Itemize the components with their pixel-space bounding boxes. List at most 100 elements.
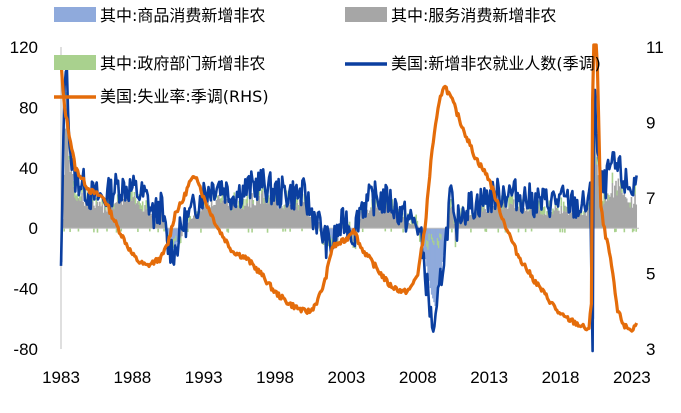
services-bar bbox=[580, 214, 583, 229]
services-bar bbox=[471, 215, 473, 229]
services-bar bbox=[307, 214, 309, 229]
government-bar bbox=[539, 202, 541, 211]
government-bar bbox=[301, 228, 303, 232]
government-bar bbox=[390, 228, 393, 232]
services-bar bbox=[385, 206, 388, 229]
government-bar bbox=[120, 228, 123, 232]
services-bar bbox=[452, 211, 454, 229]
y-left-tick-label: 80 bbox=[19, 98, 38, 117]
government-bar bbox=[283, 204, 285, 210]
services-bar bbox=[566, 207, 569, 229]
government-bar bbox=[145, 200, 148, 210]
goods-bar bbox=[435, 228, 438, 303]
services-bar bbox=[225, 198, 227, 229]
services-bar bbox=[139, 208, 142, 229]
services-bar bbox=[244, 205, 246, 229]
services-bar bbox=[352, 228, 354, 242]
services-bar bbox=[619, 187, 622, 229]
services-bar bbox=[383, 208, 385, 229]
services-bar bbox=[279, 208, 282, 229]
goods-bar bbox=[428, 228, 431, 281]
services-bar bbox=[115, 202, 118, 229]
government-bar bbox=[428, 233, 431, 241]
services-bar bbox=[223, 197, 226, 229]
government-bar bbox=[621, 185, 623, 193]
services-bar bbox=[105, 210, 107, 229]
services-bar bbox=[81, 192, 83, 229]
government-bar bbox=[616, 190, 618, 196]
legend-label: 美国:新增非农就业人数(季调) bbox=[391, 54, 601, 73]
services-bar bbox=[584, 210, 586, 229]
services-bar bbox=[151, 215, 153, 229]
services-bar bbox=[266, 193, 269, 229]
services-bar bbox=[564, 205, 566, 229]
services-bar bbox=[140, 208, 143, 229]
government-bar bbox=[149, 228, 151, 232]
services-bar bbox=[537, 206, 540, 229]
services-bar bbox=[554, 206, 557, 229]
government-bar bbox=[502, 201, 504, 210]
services-bar bbox=[260, 193, 263, 229]
services-bar bbox=[556, 210, 559, 229]
government-bar bbox=[116, 194, 119, 202]
services-bar bbox=[401, 216, 403, 229]
government-bar bbox=[241, 205, 244, 209]
y-left-tick-label: -40 bbox=[13, 280, 38, 299]
services-bar bbox=[179, 228, 182, 238]
government-bar bbox=[374, 196, 377, 206]
services-bar bbox=[609, 196, 611, 229]
y-left-tick-label: 120 bbox=[10, 38, 38, 57]
government-bar bbox=[113, 204, 115, 210]
government-bar bbox=[537, 200, 540, 207]
government-bar bbox=[247, 228, 250, 233]
services-bar bbox=[124, 199, 126, 229]
services-bar bbox=[606, 193, 609, 229]
services-bar bbox=[597, 175, 599, 229]
government-bar bbox=[284, 228, 287, 232]
services-bar bbox=[187, 222, 189, 229]
services-bar bbox=[66, 129, 69, 229]
services-bar bbox=[226, 198, 228, 229]
services-bar bbox=[308, 216, 310, 229]
services-bar bbox=[370, 207, 372, 229]
services-bar bbox=[531, 206, 534, 229]
services-bar bbox=[209, 207, 212, 229]
services-bar bbox=[282, 208, 284, 229]
government-bar bbox=[587, 202, 590, 208]
services-bar bbox=[410, 224, 413, 229]
government-bar bbox=[511, 194, 514, 205]
services-bar bbox=[281, 206, 283, 229]
services-bar bbox=[615, 180, 617, 229]
x-tick-label: 1983 bbox=[42, 368, 80, 387]
services-bar bbox=[484, 209, 486, 229]
services-bar bbox=[549, 208, 552, 229]
services-bar bbox=[545, 215, 547, 229]
services-bar bbox=[388, 207, 390, 229]
government-bar bbox=[402, 228, 404, 233]
services-bar bbox=[80, 200, 82, 229]
services-bar bbox=[547, 210, 550, 229]
goods-bar bbox=[330, 228, 333, 242]
government-bar bbox=[95, 197, 98, 205]
services-bar bbox=[264, 194, 266, 229]
government-bar bbox=[173, 238, 176, 242]
x-tick-label: 2003 bbox=[328, 368, 366, 387]
services-bar bbox=[449, 207, 452, 229]
services-bar bbox=[220, 202, 222, 229]
payrolls-line bbox=[59, 68, 638, 353]
goods-bar bbox=[329, 228, 332, 241]
services-bar bbox=[219, 198, 221, 229]
services-bar bbox=[118, 193, 120, 229]
services-bar bbox=[574, 214, 577, 229]
government-bar bbox=[608, 194, 610, 201]
government-bar bbox=[524, 228, 527, 233]
services-bar bbox=[102, 212, 105, 229]
services-bar bbox=[248, 195, 251, 229]
services-bar bbox=[495, 206, 497, 229]
services-bar bbox=[154, 219, 157, 229]
services-bar bbox=[482, 211, 484, 229]
goods-bar bbox=[171, 228, 174, 244]
services-bar bbox=[550, 212, 553, 229]
services-bar bbox=[288, 199, 290, 229]
x-tick-label: 1988 bbox=[113, 368, 151, 387]
